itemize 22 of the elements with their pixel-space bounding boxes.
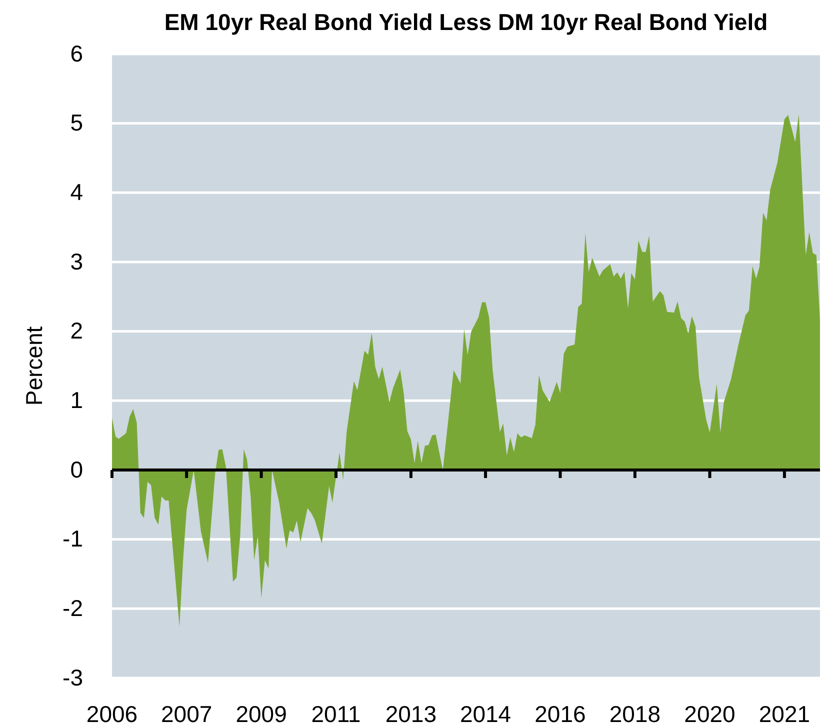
x-tick-label: 2016 [534, 701, 586, 727]
y-tick-label: 3 [70, 248, 83, 274]
y-tick-label: 0 [70, 456, 83, 482]
y-tick-label: 1 [70, 387, 83, 414]
y-axis-title: Percent [21, 326, 47, 406]
x-tick-label: 2006 [86, 701, 138, 727]
chart-title: EM 10yr Real Bond Yield Less DM 10yr Real Bond Yield [164, 9, 768, 35]
x-tick-label: 2018 [609, 701, 661, 727]
y-tick-label: -3 [62, 664, 83, 690]
x-tick-label: 2021 [758, 701, 810, 727]
x-tick-label: 2013 [385, 701, 437, 727]
y-tick-label: -2 [62, 595, 83, 622]
y-tick-label: 5 [70, 110, 83, 136]
x-tick-label: 2020 [684, 701, 736, 727]
x-tick-label: 2009 [236, 701, 287, 727]
x-tick-label: 2007 [161, 701, 212, 727]
y-tick-label: -1 [62, 526, 83, 552]
x-tick-label: 2011 [311, 701, 361, 727]
y-tick-label: 6 [70, 40, 83, 66]
x-tick-label: 2014 [460, 701, 512, 727]
y-tick-label: 2 [70, 318, 83, 344]
y-tick-label: 4 [70, 179, 84, 206]
